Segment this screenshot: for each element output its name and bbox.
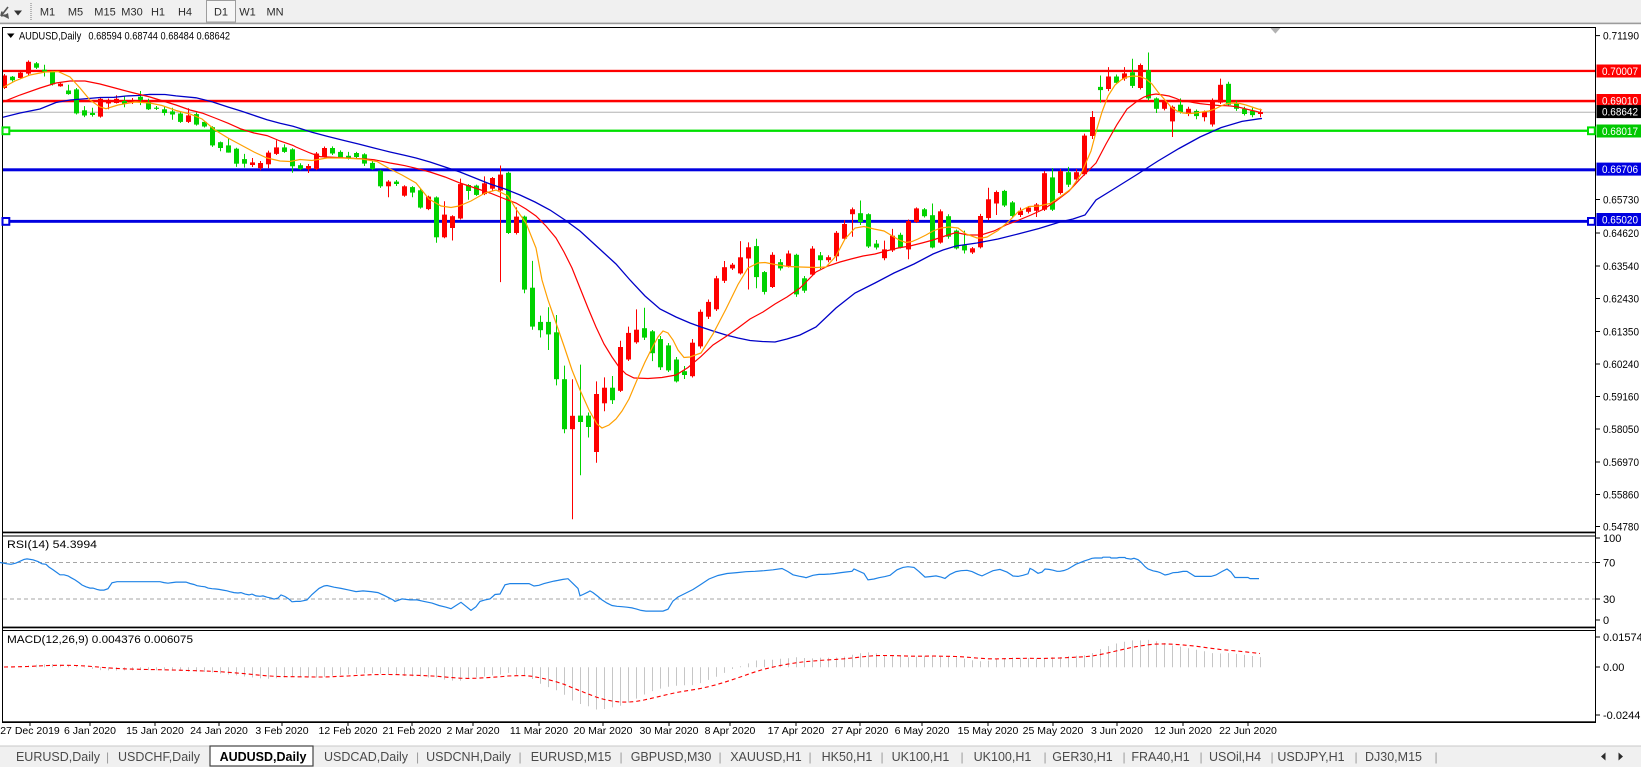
svg-text:27 Apr 2020: 27 Apr 2020 bbox=[832, 725, 889, 737]
svg-text:0.00: 0.00 bbox=[1603, 662, 1624, 674]
svg-text:AUDUSD,Daily 0.68594 0.68744: AUDUSD,Daily 0.68594 0.68744 0.68484 0.6… bbox=[19, 31, 230, 43]
svg-text:0.69010: 0.69010 bbox=[1602, 96, 1638, 108]
svg-text:0.015741: 0.015741 bbox=[1603, 632, 1641, 644]
svg-text:MN: MN bbox=[266, 7, 283, 19]
svg-text:|: | bbox=[960, 750, 963, 764]
svg-text:0.66706: 0.66706 bbox=[1602, 164, 1638, 176]
svg-text:2 Mar 2020: 2 Mar 2020 bbox=[446, 725, 499, 737]
svg-text:20 Mar 2020: 20 Mar 2020 bbox=[574, 725, 633, 737]
svg-text:W1: W1 bbox=[239, 7, 256, 19]
svg-text:|: | bbox=[1122, 750, 1125, 764]
svg-text:0.65020: 0.65020 bbox=[1602, 215, 1638, 227]
svg-text:|: | bbox=[880, 750, 883, 764]
svg-text:|: | bbox=[1434, 750, 1437, 764]
svg-text:|: | bbox=[1043, 750, 1046, 764]
svg-text:DJ30,M15: DJ30,M15 bbox=[1365, 750, 1422, 764]
svg-text:22 Jun 2020: 22 Jun 2020 bbox=[1219, 725, 1277, 737]
svg-text:0.55860: 0.55860 bbox=[1603, 490, 1639, 502]
svg-text:8 Apr 2020: 8 Apr 2020 bbox=[705, 725, 756, 737]
svg-text:XAUUSD,H1: XAUUSD,H1 bbox=[730, 750, 802, 764]
svg-text:0.61350: 0.61350 bbox=[1603, 327, 1639, 339]
svg-text:M5: M5 bbox=[68, 7, 83, 19]
svg-text:0.62430: 0.62430 bbox=[1603, 294, 1639, 306]
svg-text:0.68642: 0.68642 bbox=[1602, 107, 1638, 119]
svg-text:17 Apr 2020: 17 Apr 2020 bbox=[768, 725, 825, 737]
svg-text:|: | bbox=[518, 750, 521, 764]
svg-text:M15: M15 bbox=[94, 7, 115, 19]
svg-text:FRA40,H1: FRA40,H1 bbox=[1131, 750, 1189, 764]
svg-text:USOil,H4: USOil,H4 bbox=[1209, 750, 1261, 764]
svg-text:0.70007: 0.70007 bbox=[1602, 66, 1638, 78]
svg-text:UK100,H1: UK100,H1 bbox=[974, 750, 1032, 764]
svg-text:RSI(14) 54.3994: RSI(14) 54.3994 bbox=[7, 539, 97, 551]
svg-text:6 May 2020: 6 May 2020 bbox=[895, 725, 950, 737]
svg-text:15 May 2020: 15 May 2020 bbox=[958, 725, 1019, 737]
svg-text:3 Feb 2020: 3 Feb 2020 bbox=[255, 725, 308, 737]
svg-text:AUDUSD,Daily: AUDUSD,Daily bbox=[220, 750, 307, 764]
svg-text:-0.024412: -0.024412 bbox=[1603, 710, 1641, 722]
svg-text:0.64620: 0.64620 bbox=[1603, 228, 1639, 240]
svg-text:USDJPY,H1: USDJPY,H1 bbox=[1277, 750, 1344, 764]
svg-text:|: | bbox=[416, 750, 419, 764]
svg-text:|: | bbox=[1199, 750, 1202, 764]
svg-text:|: | bbox=[808, 750, 811, 764]
svg-text:HK50,H1: HK50,H1 bbox=[822, 750, 873, 764]
svg-text:3 Jun 2020: 3 Jun 2020 bbox=[1091, 725, 1143, 737]
svg-text:30 Mar 2020: 30 Mar 2020 bbox=[640, 725, 699, 737]
svg-text:24 Jan 2020: 24 Jan 2020 bbox=[190, 725, 248, 737]
svg-text:6 Jan 2020: 6 Jan 2020 bbox=[64, 725, 116, 737]
svg-text:100: 100 bbox=[1603, 533, 1621, 545]
svg-text:12 Feb 2020: 12 Feb 2020 bbox=[319, 725, 378, 737]
svg-text:0.54780: 0.54780 bbox=[1603, 522, 1639, 534]
svg-text:GBPUSD,M30: GBPUSD,M30 bbox=[631, 750, 712, 764]
svg-text:M1: M1 bbox=[40, 7, 55, 19]
svg-text:0.59160: 0.59160 bbox=[1603, 392, 1639, 404]
svg-text:H1: H1 bbox=[151, 7, 165, 19]
svg-text:12 Jun 2020: 12 Jun 2020 bbox=[1154, 725, 1212, 737]
svg-text:D1: D1 bbox=[214, 7, 228, 19]
svg-text:0.63540: 0.63540 bbox=[1603, 261, 1639, 273]
svg-text:30: 30 bbox=[1603, 594, 1615, 606]
svg-text:EURUSD,Daily: EURUSD,Daily bbox=[16, 750, 101, 764]
svg-text:|: | bbox=[718, 750, 721, 764]
svg-text:0: 0 bbox=[1603, 615, 1609, 627]
svg-text:0.60240: 0.60240 bbox=[1603, 359, 1639, 371]
svg-text:21 Feb 2020: 21 Feb 2020 bbox=[383, 725, 442, 737]
svg-text:70: 70 bbox=[1603, 558, 1615, 570]
svg-text:GER30,H1: GER30,H1 bbox=[1052, 750, 1112, 764]
svg-text:USDCAD,Daily: USDCAD,Daily bbox=[324, 750, 409, 764]
svg-text:EURUSD,M15: EURUSD,M15 bbox=[531, 750, 612, 764]
svg-text:|: | bbox=[106, 750, 109, 764]
svg-text:|: | bbox=[1270, 750, 1273, 764]
svg-text:USDCHF,Daily: USDCHF,Daily bbox=[118, 750, 201, 764]
svg-text:M30: M30 bbox=[121, 7, 142, 19]
svg-text:25 May 2020: 25 May 2020 bbox=[1023, 725, 1084, 737]
svg-text:MACD(12,26,9) 0.004376 0.00607: MACD(12,26,9) 0.004376 0.006075 bbox=[7, 634, 193, 646]
svg-text:15 Jan 2020: 15 Jan 2020 bbox=[126, 725, 184, 737]
svg-text:11 Mar 2020: 11 Mar 2020 bbox=[510, 725, 568, 737]
svg-text:|: | bbox=[619, 750, 622, 764]
svg-text:|: | bbox=[1354, 750, 1357, 764]
svg-text:0.65730: 0.65730 bbox=[1603, 195, 1639, 207]
svg-text:0.58050: 0.58050 bbox=[1603, 424, 1639, 436]
svg-text:UK100,H1: UK100,H1 bbox=[892, 750, 950, 764]
svg-text:USDCNH,Daily: USDCNH,Daily bbox=[426, 750, 511, 764]
svg-text:0.68017: 0.68017 bbox=[1602, 126, 1638, 138]
svg-text:0.71190: 0.71190 bbox=[1603, 31, 1639, 43]
svg-text:H4: H4 bbox=[178, 7, 192, 19]
svg-text:27 Dec 2019: 27 Dec 2019 bbox=[0, 725, 60, 737]
svg-text:0.56970: 0.56970 bbox=[1603, 457, 1639, 469]
